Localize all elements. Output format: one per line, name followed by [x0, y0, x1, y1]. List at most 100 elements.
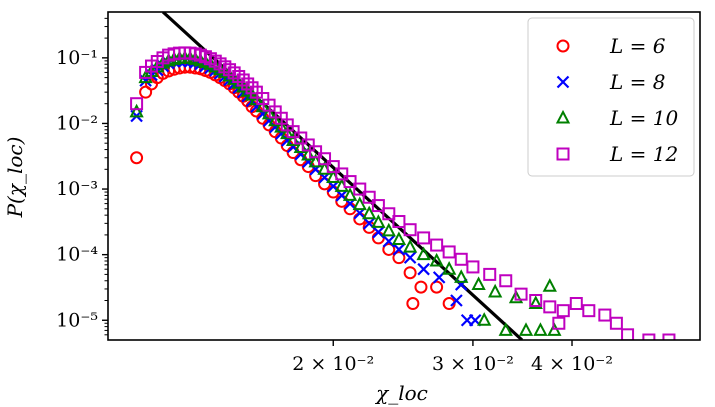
data-point [362, 190, 376, 204]
data-point [335, 167, 349, 181]
data-point [414, 280, 428, 294]
data-point [362, 205, 377, 220]
data-point [371, 199, 385, 213]
data-point [487, 283, 503, 298]
data-point [528, 295, 543, 310]
series-l10 [129, 49, 562, 336]
data-point [391, 231, 407, 246]
data-point [508, 289, 524, 304]
legend-marker [555, 109, 571, 124]
series-l12 [130, 46, 676, 340]
data-point [406, 297, 420, 311]
data-point [442, 245, 456, 259]
data-point [454, 278, 468, 291]
y-tick-label: 10⁻² [56, 112, 98, 134]
legend-marker [556, 39, 570, 53]
data-point [342, 187, 358, 201]
data-point [236, 73, 250, 87]
data-point [382, 242, 396, 256]
marker-layer [129, 46, 676, 340]
data-point [416, 246, 431, 261]
data-point [477, 312, 492, 326]
x-tick-label: 3 × 10⁻² [432, 353, 514, 375]
data-point [430, 280, 444, 294]
data-point [454, 269, 469, 283]
legend-marker [556, 147, 570, 161]
y-tick-label: 10⁻³ [56, 178, 98, 200]
data-point [542, 278, 557, 292]
legend-marker [556, 75, 570, 89]
data-point [499, 274, 513, 288]
plot-frame [107, 11, 701, 341]
data-point [417, 262, 430, 276]
data-point [609, 316, 623, 330]
data-point [642, 333, 656, 340]
legend-item: L = 8 [556, 70, 665, 94]
data-point [498, 322, 513, 336]
data-point [556, 304, 570, 318]
data-point [294, 131, 308, 145]
data-point [402, 239, 418, 253]
data-point [403, 251, 417, 264]
legend: L = 6 L = 8 L = 10 L = 12 [527, 17, 695, 177]
data-point [343, 175, 357, 189]
data-point [382, 234, 396, 248]
data-point [301, 138, 315, 152]
y-tick-label: 10⁻⁴ [56, 244, 98, 266]
series-l8 [130, 54, 482, 327]
series-l6 [130, 60, 456, 311]
data-point [529, 294, 543, 308]
data-point [441, 261, 457, 275]
legend-label: L = 12 [609, 142, 678, 166]
data-point [371, 214, 386, 228]
data-point [274, 118, 289, 133]
legend-label: L = 8 [609, 70, 665, 94]
data-point [417, 231, 431, 245]
legend-item: L = 12 [556, 142, 678, 166]
legend-item: L = 10 [555, 106, 678, 130]
data-point [471, 276, 486, 291]
tick-layer: 10⁻⁵ 10⁻⁴ 10⁻³ 10⁻² 10⁻¹ 2 × 10⁻² 3 × 10⁻² 4 × … [56, 17, 613, 375]
data-point [621, 328, 635, 340]
data-point [326, 160, 340, 174]
legend-item: L = 6 [556, 34, 666, 58]
x-tick-label: 4 × 10⁻² [531, 353, 613, 375]
data-point [392, 243, 406, 256]
x-axis-title: χ_loc [374, 381, 428, 405]
data-point [403, 223, 417, 237]
data-point [430, 238, 444, 252]
data-point [518, 322, 534, 336]
data-point [245, 81, 259, 95]
y-tick-label: 10⁻¹ [56, 47, 98, 69]
data-point [381, 222, 396, 237]
data-point [244, 86, 260, 101]
data-point [450, 294, 463, 307]
y-axis-title: P(χ_loc) [3, 137, 27, 219]
data-point [543, 300, 557, 314]
data-point [130, 97, 144, 111]
legend-label: L = 6 [609, 34, 666, 58]
data-point [392, 251, 406, 265]
data-point [598, 308, 612, 322]
data-point [552, 316, 566, 330]
data-point [241, 77, 255, 91]
data-point [130, 151, 144, 165]
data-point [371, 231, 385, 245]
data-point [514, 287, 528, 301]
data-point [382, 207, 396, 221]
data-point [454, 252, 468, 266]
data-point [268, 112, 283, 127]
data-point [309, 145, 323, 159]
x-tick-label: 2 × 10⁻² [292, 353, 374, 375]
data-point [429, 252, 444, 267]
legend-frame [527, 17, 695, 177]
data-point [352, 196, 367, 211]
data-point [129, 103, 144, 118]
data-point [392, 215, 406, 229]
data-point [582, 304, 596, 318]
data-point [569, 297, 583, 311]
y-tick-label: 10⁻⁵ [56, 309, 98, 331]
data-point [533, 322, 548, 336]
data-point [318, 152, 332, 166]
